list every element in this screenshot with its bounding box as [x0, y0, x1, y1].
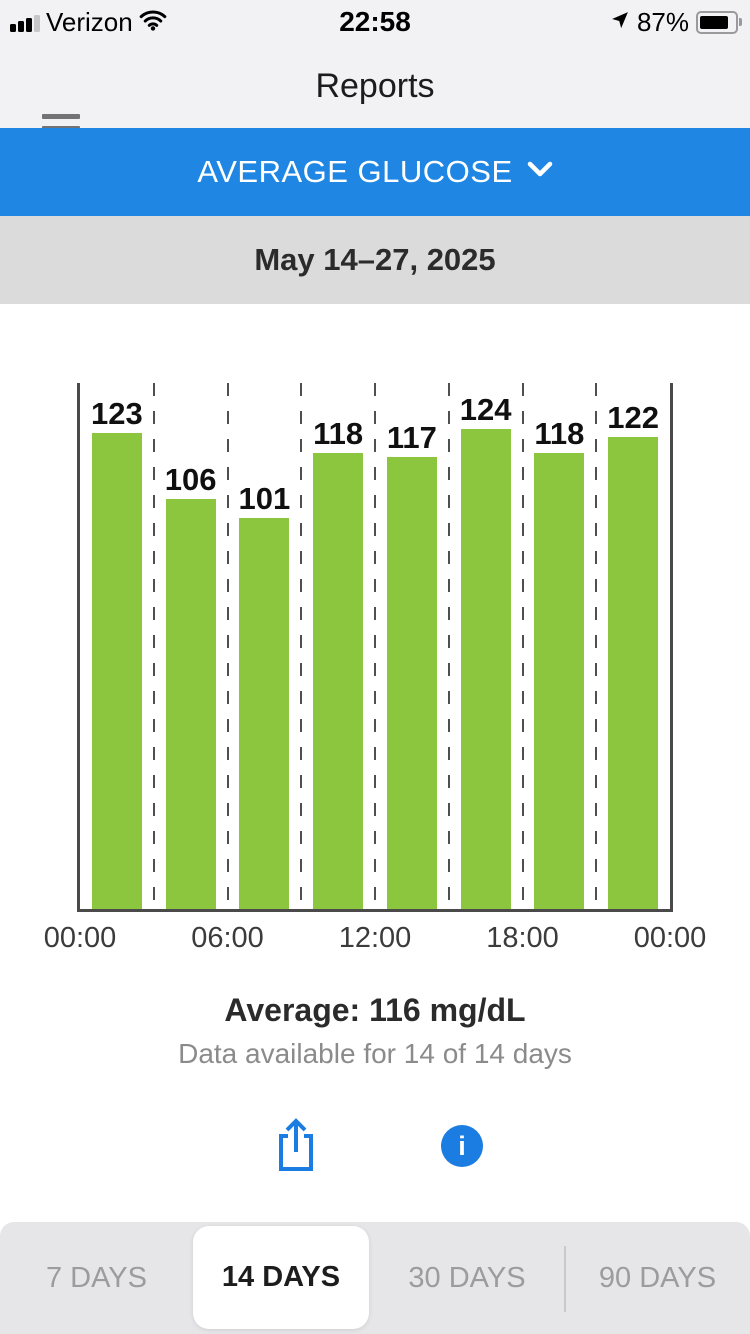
x-tick-label: 12:00 — [338, 922, 412, 954]
chart-slot: 117 — [375, 383, 449, 909]
x-tick-label: 00:00 — [633, 922, 707, 954]
bar-value-label: 124 — [459, 392, 512, 428]
dashed-gridline — [300, 383, 303, 905]
battery-fill — [700, 15, 728, 29]
chart-slot: 123 — [80, 383, 154, 909]
date-range-bar: May 14–27, 2025 — [0, 216, 750, 304]
chart-slot: 124 — [449, 383, 523, 909]
dashed-gridline — [374, 383, 376, 905]
glucose-bar — [460, 429, 511, 909]
average-glucose-summary: Average: 116 mg/dL — [224, 992, 526, 1028]
chart-slot: 118 — [301, 383, 375, 909]
date-range-label: May 14–27, 2025 — [254, 242, 496, 277]
tab-divider — [564, 1246, 566, 1312]
x-axis-tick-labels: 00:00 06:00 12:00 18:00 00:00 — [44, 922, 707, 958]
chart-slot: 122 — [596, 383, 670, 909]
data-availability-text: Data available for 14 of 14 days — [178, 1038, 572, 1069]
time-range-tab-bar: 7 DAYS 14 DAYS 30 DAYS 90 DAYS — [0, 1222, 750, 1334]
glucose-bar — [313, 452, 364, 909]
battery-percent-label: 87% — [636, 6, 689, 37]
info-button[interactable]: i — [441, 1125, 483, 1167]
tab-30-days[interactable]: 30 DAYS — [408, 1261, 526, 1294]
status-bar: Verizon 22:58 87% — [0, 0, 750, 44]
tab-90-days[interactable]: 90 DAYS — [598, 1261, 717, 1294]
wifi-icon — [139, 9, 167, 36]
dashed-gridline — [152, 383, 155, 905]
x-tick-label: 00:00 — [43, 922, 117, 954]
bar-value-label: 117 — [386, 419, 437, 455]
app-header: Reports — [0, 44, 750, 142]
bar-value-label: 106 — [164, 462, 217, 498]
info-icon: i — [458, 1130, 466, 1161]
x-tick-label: 18:00 — [486, 922, 559, 954]
bar-value-label: 122 — [607, 400, 659, 436]
glucose-bar — [534, 452, 585, 909]
tab-7-days[interactable]: 7 DAYS — [45, 1261, 147, 1294]
clock-label: 22:58 — [339, 6, 411, 37]
bar-value-label: 101 — [238, 481, 291, 517]
chart-slot: 118 — [523, 383, 597, 909]
x-tick-label: 06:00 — [191, 922, 264, 954]
carrier-label: Verizon — [46, 6, 133, 37]
chevron-down-icon — [527, 161, 553, 183]
glucose-bar — [165, 499, 216, 909]
chart-slot: 101 — [228, 383, 302, 909]
dashed-gridline — [226, 383, 229, 905]
page-title: Reports — [315, 66, 435, 105]
bar-value-label: 123 — [91, 396, 143, 432]
metric-selector-label: AVERAGE GLUCOSE — [197, 154, 513, 189]
tab-14-days[interactable]: 14 DAYS — [193, 1226, 369, 1329]
glucose-bar — [608, 437, 659, 909]
glucose-bar — [91, 433, 142, 909]
share-button[interactable] — [274, 1116, 318, 1174]
metric-selector-dropdown[interactable]: AVERAGE GLUCOSE — [0, 128, 750, 216]
chart-slot: 106 — [154, 383, 228, 909]
status-left-group: Verizon — [10, 0, 167, 44]
bar-value-label: 118 — [313, 415, 364, 451]
glucose-bar — [239, 518, 290, 909]
cellular-signal-icon — [10, 14, 40, 32]
share-icon — [274, 1118, 318, 1178]
dashed-gridline — [595, 383, 598, 905]
glucose-bar — [386, 456, 437, 909]
battery-icon — [696, 10, 742, 34]
glucose-bar-chart: 123 106 101 118 117 124 118 122 — [77, 383, 673, 912]
bar-value-label: 118 — [534, 415, 585, 451]
status-right-group: 87% — [610, 0, 742, 44]
dashed-gridline — [447, 383, 450, 905]
dashed-gridline — [521, 383, 524, 905]
location-arrow-icon — [610, 10, 630, 35]
